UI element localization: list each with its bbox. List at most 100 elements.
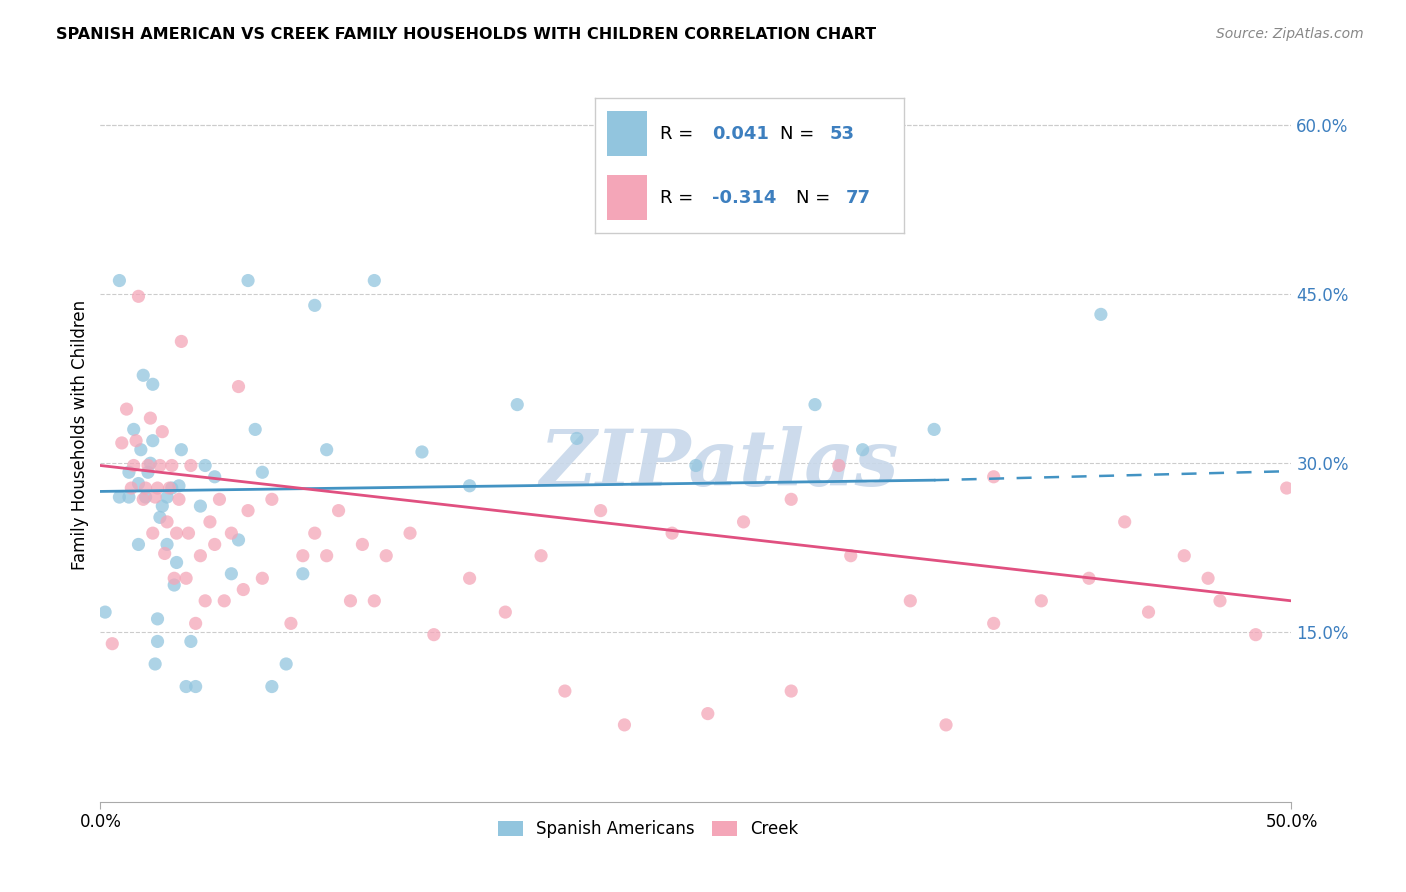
Point [280,616,302,631]
Point [399,526,422,541]
Point [163,578,186,592]
Point [212,594,235,608]
Text: SPANISH AMERICAN VS CREEK FAMILY HOUSEHOLDS WITH CHILDREN CORRELATION CHART: SPANISH AMERICAN VS CREEK FAMILY HOUSEHO… [56,27,876,42]
Point [167,492,190,507]
Point [122,422,145,436]
Point [1209,594,1232,608]
Point [291,566,314,581]
Point [228,379,250,393]
Point [458,479,481,493]
Point [180,634,202,648]
Point [494,605,516,619]
Point [142,434,165,448]
Point [125,434,148,448]
Point [135,481,157,495]
Text: ZIPatlas: ZIPatlas [540,426,900,502]
Point [132,368,155,383]
Point [153,546,176,560]
Point [194,594,217,608]
Point [839,549,862,563]
Point [129,442,152,457]
Point [260,492,283,507]
Point [160,481,183,495]
Point [142,377,165,392]
Point [170,442,193,457]
Point [983,470,1005,484]
Point [146,612,169,626]
Point [170,334,193,349]
Point [983,616,1005,631]
Point [1090,307,1112,321]
Point [159,481,181,495]
Point [127,537,149,551]
Point [276,657,298,671]
Point [852,442,875,457]
Point [194,458,217,473]
Point [142,526,165,541]
Point [232,582,254,597]
Point [94,605,117,619]
Point [565,432,588,446]
Y-axis label: Family Households with Children: Family Households with Children [72,300,89,570]
Point [458,571,481,585]
Point [228,533,250,547]
Point [1137,605,1160,619]
Point [101,637,124,651]
Point [898,594,921,608]
Point [291,549,314,563]
Point [156,490,179,504]
Point [166,556,188,570]
Point [1031,594,1053,608]
Point [108,274,131,288]
Point [221,566,243,581]
Point [260,680,283,694]
Point [122,458,145,473]
Point [166,526,188,541]
Point [554,684,576,698]
Point [1275,481,1298,495]
Point [160,458,183,473]
Point [190,549,212,563]
Point [780,492,803,507]
Point [411,445,433,459]
Point [204,470,226,484]
Point [733,515,755,529]
Point [174,680,197,694]
Point [135,490,157,504]
Point [1078,571,1101,585]
Point [363,594,385,608]
Point [236,503,259,517]
Point [139,456,162,470]
Point [1173,549,1195,563]
Point [156,537,179,551]
Point [149,458,172,473]
Point [828,458,851,473]
Point [143,490,166,504]
Text: Source: ZipAtlas.com: Source: ZipAtlas.com [1216,27,1364,41]
Point [198,515,221,529]
Point [136,458,159,473]
Point [156,515,179,529]
Point [132,492,155,507]
Point [1114,515,1136,529]
Point [146,481,169,495]
Point [127,476,149,491]
Point [1197,571,1219,585]
Point [245,422,267,436]
Point [423,628,446,642]
Point [204,537,226,551]
Point [143,657,166,671]
Point [589,503,612,517]
Point [661,526,683,541]
Point [1244,628,1267,642]
Point [150,425,173,439]
Point [150,499,173,513]
Point [146,634,169,648]
Point [352,537,374,551]
Point [304,298,326,312]
Point [252,465,274,479]
Point [127,289,149,303]
Point [339,594,361,608]
Point [221,526,243,541]
Point [149,510,172,524]
